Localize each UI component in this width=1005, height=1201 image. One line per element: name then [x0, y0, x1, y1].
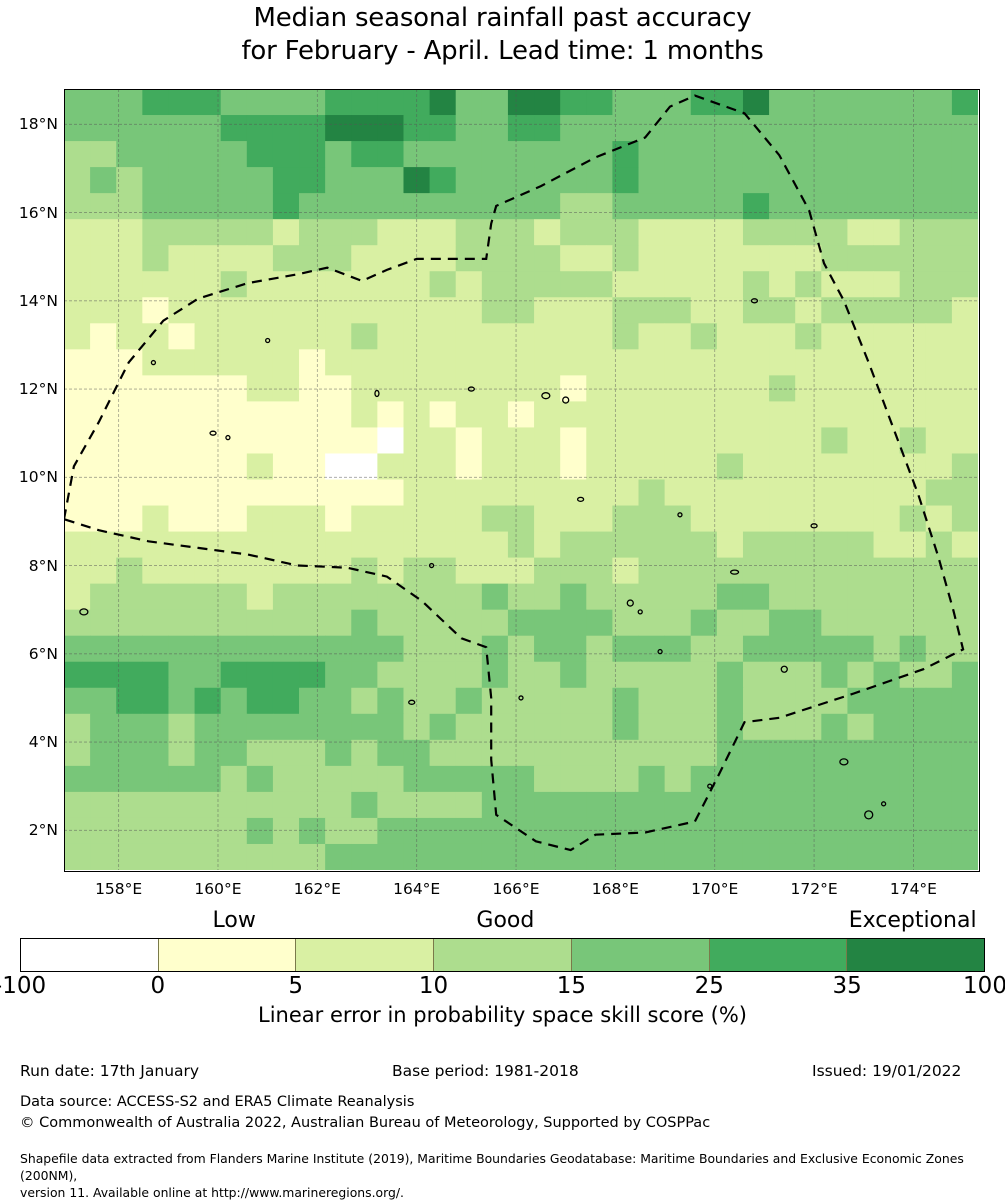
x-tick-label: 172°E [790, 880, 838, 898]
shapefile-line-2: version 11. Available online at http://w… [20, 1185, 404, 1200]
data-source-text: Data source: ACCESS-S2 and ERA5 Climate … [20, 1094, 415, 1110]
colorbar-tick-label: 25 [694, 973, 724, 999]
x-tick-label: 170°E [691, 880, 739, 898]
chart-title-line1: Median seasonal rainfall past accuracy [253, 3, 752, 33]
colorbar-segment [708, 939, 847, 971]
y-tick-label: 16°N [18, 203, 58, 222]
colorbar-tick-label: 10 [418, 973, 449, 999]
colorbar-segment [157, 939, 296, 971]
colorbar-tick-label: 35 [832, 973, 862, 999]
y-tick-label: 2°N [28, 821, 58, 840]
colorbar-category-label: Good [476, 908, 535, 933]
x-tick-label: 168°E [591, 880, 639, 898]
colorbar-tick-label: 100 [963, 973, 1005, 999]
colorbar-segment [846, 939, 985, 971]
y-tick-label: 18°N [18, 115, 58, 134]
colorbar-tick-label: -100 [0, 973, 47, 999]
footer-row-dates: Run date: 17th January Base period: 1981… [0, 1062, 1005, 1092]
colorbar-tick-labels: -100 0 5 10 15 25 35 100 [0, 973, 1005, 999]
colorbar-category-label: Exceptional [848, 908, 977, 933]
colorbar-segment [570, 939, 709, 971]
heatmap-grid [64, 89, 978, 870]
y-tick-label: 12°N [18, 380, 58, 399]
x-tick-label: 174°E [889, 880, 937, 898]
y-tick-label: 8°N [28, 556, 58, 575]
base-period-text: Base period: 1981-2018 [392, 1062, 579, 1080]
y-tick-label: 14°N [18, 291, 58, 310]
chart-title: Median seasonal rainfall past accuracy f… [0, 2, 1005, 68]
map-plot-area [64, 89, 978, 870]
colorbar-category-labels: Low Good Exceptional [0, 908, 1005, 936]
colorbar [20, 938, 985, 972]
shapefile-attribution: Shapefile data extracted from Flanders M… [20, 1150, 1005, 1201]
y-tick-label: 6°N [28, 644, 58, 663]
colorbar-tick-label: 15 [556, 973, 587, 999]
y-tick-label: 10°N [18, 468, 58, 487]
issued-date-text: Issued: 19/01/2022 [812, 1062, 962, 1080]
copyright-text: © Commonwealth of Australia 2022, Austra… [20, 1115, 711, 1131]
colorbar-segment [433, 939, 571, 971]
run-date-text: Run date: 17th January [20, 1062, 200, 1080]
x-tick-label: 160°E [194, 880, 242, 898]
y-tick-label: 4°N [28, 733, 58, 752]
colorbar-title: Linear error in probability space skill … [258, 1003, 747, 1027]
y-axis-ticks: 2°N 4°N 6°N 8°N 10°N 12°N 14°N 16°N 18°N [0, 0, 58, 1185]
island-outlines [79, 298, 887, 820]
colorbar-category-label: Low [212, 908, 256, 933]
x-tick-label: 162°E [293, 880, 341, 898]
colorbar-segment [21, 939, 158, 971]
colorbar-segment [295, 939, 434, 971]
shapefile-line-1: Shapefile data extracted from Flanders M… [20, 1151, 964, 1183]
footer: Run date: 17th January Base period: 1981… [0, 1062, 1005, 1201]
colorbar-tick-label: 5 [288, 973, 304, 999]
x-tick-label: 166°E [492, 880, 540, 898]
x-tick-label: 158°E [95, 880, 143, 898]
x-axis-ticks: 158°E 160°E 162°E 164°E 166°E 168°E 170°E 172°E… [0, 880, 1005, 904]
eez-boundary [64, 94, 965, 852]
colorbar-tick-label: 0 [150, 973, 166, 999]
x-tick-label: 164°E [393, 880, 441, 898]
chart-title-line2: for February - April. Lead time: 1 month… [241, 36, 764, 66]
